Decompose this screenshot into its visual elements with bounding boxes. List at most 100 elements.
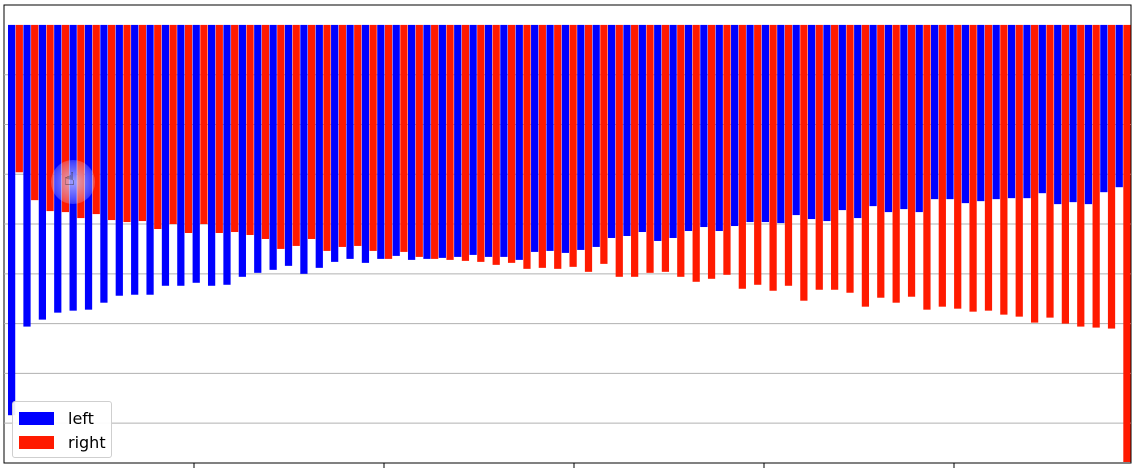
bar-left-52	[807, 24, 816, 220]
bar-right-50	[784, 24, 793, 286]
bar-right-17	[277, 24, 285, 249]
bar-left-17	[269, 24, 277, 270]
legend-swatch-left	[19, 411, 54, 425]
bar-left-32	[500, 24, 508, 257]
bar-left-21	[331, 24, 339, 262]
bar-left-40	[623, 24, 631, 236]
bar-left-46	[715, 24, 723, 232]
bar-right-41	[646, 24, 654, 273]
bar-left-19	[300, 24, 308, 274]
bar-right-38	[600, 24, 608, 264]
bar-left-7	[115, 24, 123, 296]
bar-right-1	[31, 24, 39, 201]
bar-right-20	[323, 24, 331, 251]
bar-right-45	[707, 24, 716, 279]
bar-left-14	[223, 24, 231, 285]
bar-right-36	[569, 24, 577, 267]
bar-left-1	[23, 24, 31, 327]
bar-right-63	[984, 24, 993, 311]
bar-right-39	[615, 24, 623, 277]
bar-right-12	[200, 24, 208, 225]
bar-right-59	[923, 24, 931, 310]
bar-right-27	[431, 24, 439, 259]
bar-right-6	[107, 24, 116, 221]
bar-left-36	[561, 24, 570, 253]
bar-left-20	[315, 24, 323, 268]
bar-right-69	[1077, 24, 1085, 327]
bar-right-30	[477, 24, 485, 262]
bar-left-15	[238, 24, 246, 277]
bar-right-13	[215, 24, 223, 233]
bar-right-65	[1015, 24, 1023, 317]
bar-left-50	[777, 24, 785, 224]
bar-left-24	[377, 24, 385, 259]
bar-left-43	[669, 24, 677, 238]
bar-left-70	[1084, 24, 1093, 205]
bar-left-64	[992, 24, 1000, 200]
legend: left right	[12, 401, 112, 458]
bar-right-14	[231, 24, 239, 233]
bar-right-35	[554, 24, 562, 269]
bar-left-39	[607, 24, 616, 238]
bar-right-2	[46, 24, 54, 212]
bar-left-57	[884, 24, 893, 213]
bar-left-49	[761, 24, 770, 223]
bar-left-38	[592, 24, 600, 247]
bar-right-3	[61, 24, 70, 213]
bar-right-33	[523, 24, 531, 269]
bar-right-66	[1031, 24, 1039, 323]
bar-left-56	[869, 24, 877, 207]
bar-left-16	[254, 24, 262, 273]
bar-left-10	[161, 24, 170, 286]
bar-right-40	[631, 24, 639, 277]
bar-right-34	[538, 24, 546, 268]
bar-right-7	[123, 24, 131, 223]
bar-right-52	[815, 24, 823, 290]
bar-left-35	[546, 24, 554, 251]
bar-left-68	[1054, 24, 1062, 205]
bar-right-43	[677, 24, 685, 277]
bar-right-57	[892, 24, 900, 303]
bar-right-46	[723, 24, 731, 275]
bar-right-31	[492, 24, 500, 265]
bar-left-65	[1007, 24, 1016, 199]
bar-right-23	[369, 24, 377, 251]
bar-right-9	[154, 24, 162, 230]
bar-left-11	[177, 24, 185, 286]
bar-left-41	[638, 24, 646, 233]
bar-left-69	[1069, 24, 1077, 203]
bar-right-64	[1000, 24, 1008, 315]
bar-right-62	[969, 24, 977, 312]
bar-left-2	[38, 24, 46, 320]
bar-left-34	[531, 24, 539, 252]
bar-right-19	[307, 24, 316, 239]
bar-left-59	[915, 24, 923, 213]
bar-left-58	[900, 24, 908, 210]
bar-right-32	[507, 24, 516, 263]
bar-right-49	[769, 24, 777, 291]
bar-left-31	[484, 24, 493, 257]
hand-cursor-icon: ☝	[51, 160, 95, 204]
bar-right-48	[754, 24, 762, 285]
bar-left-71	[1100, 24, 1108, 193]
bar-left-48	[746, 24, 754, 223]
bar-right-53	[831, 24, 839, 290]
bar-left-66	[1023, 24, 1031, 199]
bar-left-72	[1115, 24, 1123, 188]
bar-right-68	[1061, 24, 1069, 324]
bar-right-16	[261, 24, 270, 239]
bar-left-60	[931, 24, 939, 200]
bar-right-8	[138, 24, 146, 222]
bar-left-25	[392, 24, 400, 256]
bar-right-4	[77, 24, 85, 219]
bar-right-0	[15, 24, 23, 173]
bar-left-55	[854, 24, 862, 219]
bar-right-24	[384, 24, 393, 259]
bar-right-28	[446, 24, 454, 260]
bar-right-11	[184, 24, 193, 233]
bar-right-15	[246, 24, 254, 235]
legend-item-right: right	[19, 432, 106, 452]
legend-label-right: right	[68, 432, 106, 452]
